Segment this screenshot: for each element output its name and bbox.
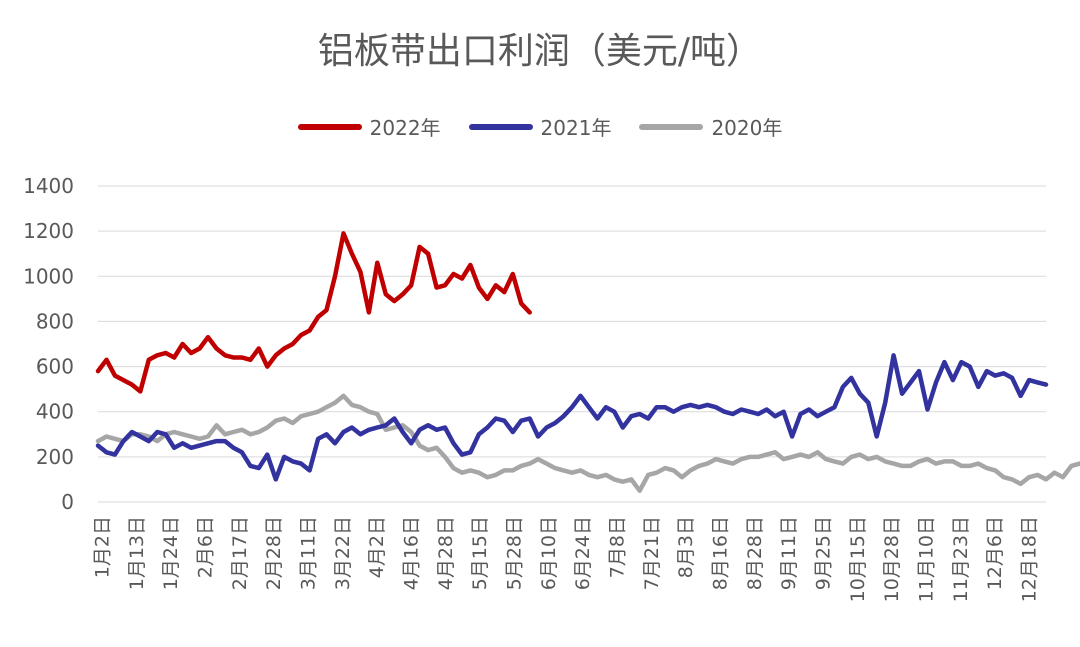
x-tick-label-22: 10月15日 [847,516,869,602]
x-tick-label-5: 2月28日 [263,516,285,590]
x-tick-label-1: 1月13日 [126,516,148,590]
x-tick-label-10: 4月28日 [435,516,457,590]
series-line-2020年 [95,393,1080,493]
x-tick-label-2: 1月24日 [160,516,182,590]
x-tick-label-7: 3月22日 [332,516,354,590]
y-tick-label-600: 600 [36,355,74,379]
y-tick-label-400: 400 [36,400,74,424]
series-line-2022年 [95,231,532,394]
legend-swatch-2022 [297,123,362,130]
series-line-2021年 [95,353,1049,482]
x-tick-label-17: 8月3日 [675,516,697,578]
x-tick-label-18: 8月16日 [710,516,732,590]
x-tick-label-8: 4月2日 [366,516,388,578]
y-tick-label-800: 800 [36,309,74,333]
y-tick-label-1200: 1200 [23,219,74,243]
x-tick-label-21: 9月25日 [813,516,835,590]
x-tick-label-15: 7月8日 [607,516,629,578]
legend-label-2020: 2020年 [711,116,783,140]
x-tick-label-14: 6月24日 [572,516,594,590]
x-tick-label-27: 12月18日 [1019,516,1041,602]
chart-title: 铝板带出口利润（美元/吨） [317,31,763,72]
x-tick-label-19: 8月28日 [744,516,766,590]
x-tick-label-9: 4月16日 [401,516,423,590]
legend-swatch-2020 [639,123,704,130]
x-tick-label-6: 3月11日 [298,516,320,590]
legend-label-2022: 2022年 [369,116,441,140]
x-tick-label-11: 5月15日 [469,516,491,590]
y-tick-label-0: 0 [61,490,74,514]
legend-swatch-2021 [468,123,533,130]
y-tick-label-1400: 1400 [23,174,74,198]
legend-item-2020: 2020年 [639,112,782,141]
x-tick-label-4: 2月17日 [229,516,251,590]
y-tick-label-1000: 1000 [23,264,74,288]
x-tick-label-16: 7月21日 [641,516,663,590]
legend-item-2022: 2022年 [297,112,441,141]
x-tick-label-20: 9月11日 [778,516,800,590]
x-tick-label-0: 1月2日 [92,516,114,578]
y-tick-label-200: 200 [36,445,74,469]
x-tick-label-3: 2月6日 [195,516,217,578]
x-tick-label-23: 10月28日 [881,516,903,602]
x-tick-label-25: 11月23日 [950,516,972,602]
legend-item-2021: 2021年 [468,112,612,141]
x-tick-label-26: 12月6日 [984,516,1006,590]
x-tick-label-13: 6月10日 [538,516,560,590]
x-tick-label-24: 11月10日 [916,516,938,602]
legend: 2022年 2021年 2020年 [0,112,1080,141]
x-tick-label-12: 5月28日 [504,516,526,590]
legend-label-2021: 2021年 [540,116,612,140]
